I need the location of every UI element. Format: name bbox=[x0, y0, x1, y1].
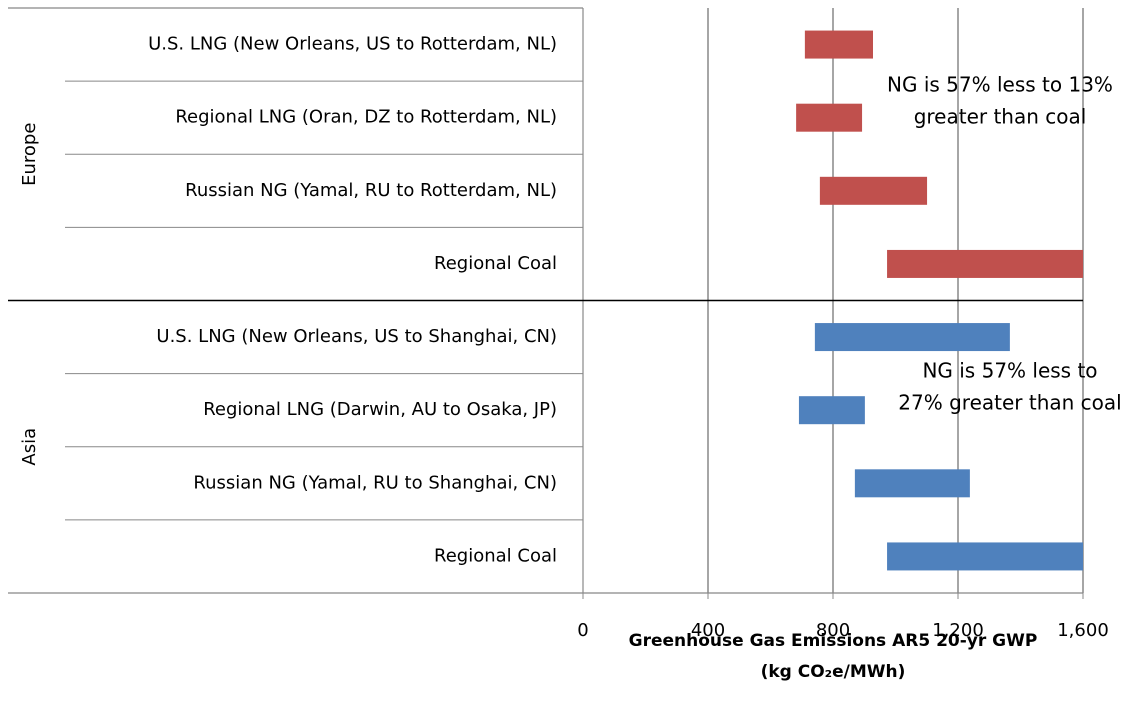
bar bbox=[798, 396, 865, 425]
category-label: Regional LNG (Oran, DZ to Rotterdam, NL) bbox=[175, 107, 557, 128]
x-tick-label: 0 bbox=[577, 620, 588, 641]
category-label: U.S. LNG (New Orleans, US to Rotterdam, … bbox=[148, 34, 557, 55]
bar bbox=[819, 176, 928, 205]
bar bbox=[804, 30, 873, 59]
category-label: Russian NG (Yamal, RU to Rotterdam, NL) bbox=[185, 180, 557, 201]
annotation: NG is 57% less to bbox=[922, 359, 1097, 383]
annotation: NG is 57% less to 13% bbox=[887, 73, 1113, 97]
x-tick-label: 800 bbox=[816, 620, 850, 641]
x-tick-label: 1,600 bbox=[1057, 620, 1109, 641]
category-label: Regional Coal bbox=[434, 253, 557, 274]
group-label: Europe bbox=[19, 123, 40, 186]
category-label: U.S. LNG (New Orleans, US to Shanghai, C… bbox=[156, 326, 557, 347]
category-label: Regional LNG (Darwin, AU to Osaka, JP) bbox=[203, 399, 557, 420]
x-axis-title: Greenhouse Gas Emissions AR5 20-yr GWP bbox=[629, 631, 1038, 651]
category-label: Russian NG (Yamal, RU to Shanghai, CN) bbox=[193, 472, 557, 493]
x-tick-label: 1,200 bbox=[932, 620, 984, 641]
bar bbox=[796, 103, 863, 132]
annotation: 27% greater than coal bbox=[898, 391, 1121, 415]
group-label: Asia bbox=[19, 428, 40, 466]
bar bbox=[887, 542, 1083, 571]
x-axis-title: (kg CO₂e/MWh) bbox=[761, 662, 906, 682]
bar bbox=[854, 469, 970, 498]
bar bbox=[814, 323, 1010, 352]
x-tick-label: 400 bbox=[691, 620, 725, 641]
annotation: greater than coal bbox=[914, 105, 1087, 129]
category-label: Regional Coal bbox=[434, 545, 557, 566]
bar bbox=[887, 249, 1083, 278]
